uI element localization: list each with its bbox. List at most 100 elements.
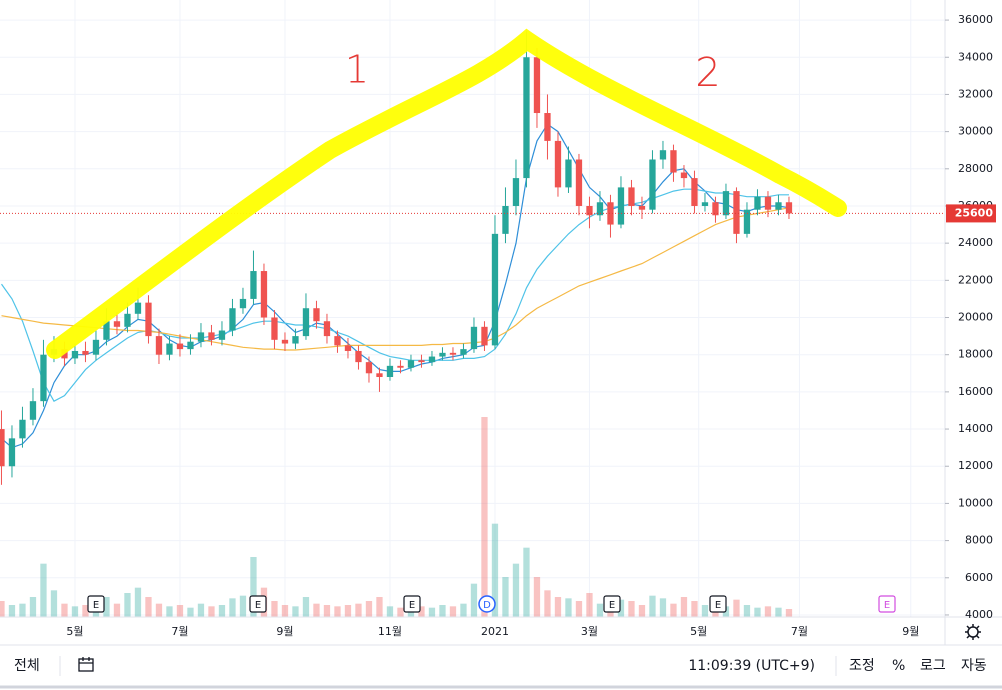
candle-body — [376, 373, 383, 378]
volume-bar — [691, 601, 698, 617]
candle-body — [544, 113, 551, 141]
volume-bar — [166, 606, 173, 617]
candle-body — [19, 419, 26, 439]
volume-bar — [638, 605, 646, 617]
volume-bar — [785, 609, 793, 617]
candle-body — [449, 352, 457, 355]
candle-body — [82, 350, 89, 355]
volume-bar — [355, 603, 362, 617]
y-tick-label: 12000 — [958, 459, 993, 472]
candle-body — [176, 343, 184, 350]
candle-body — [334, 336, 341, 346]
settings-icon[interactable] — [965, 624, 981, 640]
volume-bar — [554, 597, 562, 617]
event-badge[interactable] — [403, 595, 421, 613]
y-tick-label: 24000 — [958, 236, 993, 249]
volume-bar — [82, 605, 89, 617]
candle-body — [680, 172, 688, 179]
volume-bar — [176, 605, 184, 617]
candle-body — [418, 360, 425, 363]
candle-body — [523, 57, 530, 179]
y-tick-label: 32000 — [958, 87, 993, 100]
volume-bar — [523, 547, 530, 617]
annotation: 2 — [695, 50, 720, 96]
event-badge[interactable] — [878, 595, 896, 613]
y-tick-label: 30000 — [958, 125, 993, 138]
volume-bar — [313, 603, 320, 617]
candle-body — [743, 209, 751, 234]
volume-bar — [701, 605, 709, 617]
event-badge[interactable] — [478, 595, 496, 613]
icon-detail — [79, 657, 93, 664]
moving-average — [1, 188, 789, 403]
volume-bar — [470, 583, 478, 617]
event-badge[interactable] — [87, 595, 105, 613]
candle-body — [659, 150, 667, 160]
volume-bar — [743, 605, 751, 617]
candle-body — [8, 438, 16, 467]
candle-body — [512, 178, 520, 206]
x-tick-label: 11월 — [378, 625, 402, 638]
volume-bar — [376, 597, 383, 617]
auto-button[interactable]: 자동 — [961, 658, 987, 674]
y-tick-label: 14000 — [958, 422, 993, 435]
event-badge[interactable] — [603, 595, 621, 613]
candle-body — [785, 202, 793, 214]
volume-bar — [670, 603, 677, 617]
volume-bar — [659, 598, 667, 617]
volume-bar — [565, 598, 572, 617]
percent-button[interactable]: % — [892, 658, 905, 674]
candle-body — [428, 356, 436, 363]
candle-body — [187, 341, 194, 350]
volume-bar — [481, 417, 488, 617]
volume-bar — [71, 606, 79, 617]
event-badge[interactable] — [709, 595, 727, 613]
event-label: E — [609, 600, 615, 611]
candle-body — [481, 326, 488, 346]
volume-bar — [754, 607, 761, 617]
event-badge[interactable] — [249, 595, 267, 613]
candle-body — [691, 178, 698, 206]
log-button[interactable]: 로그 — [920, 658, 946, 674]
candle-body — [313, 308, 320, 322]
toolbar — [0, 645, 1002, 687]
icon[interactable] — [78, 658, 94, 672]
date-range-icon[interactable] — [78, 657, 94, 672]
candle-body — [470, 326, 478, 350]
candle-body — [533, 57, 541, 114]
volume-bar — [197, 603, 205, 617]
candle-body — [92, 339, 100, 355]
volume-bar — [323, 605, 331, 617]
volume-bar — [386, 606, 394, 617]
candle-body — [344, 345, 352, 351]
adjust-button[interactable]: 조정 — [849, 658, 875, 674]
volume-bar — [155, 603, 163, 617]
volume-bar — [229, 598, 236, 617]
volume-bar — [40, 563, 47, 617]
candle-body — [260, 271, 268, 318]
candle-body — [386, 365, 394, 378]
y-tick-label: 6000 — [965, 571, 993, 584]
candle-body — [124, 313, 131, 327]
range-button[interactable]: 전체 — [14, 658, 40, 674]
volume-bar — [8, 605, 16, 617]
candle-body — [365, 362, 373, 374]
moving-averages — [1, 123, 790, 449]
candle-body — [502, 205, 509, 234]
candle-body — [628, 187, 635, 206]
volume-bar — [775, 607, 782, 617]
volume-bar — [418, 606, 425, 617]
candle-body — [166, 343, 173, 355]
candle-body — [733, 191, 740, 234]
candle-body — [239, 298, 247, 309]
volume-bar — [145, 597, 152, 617]
volume-bar — [544, 590, 551, 617]
volume-bar — [281, 605, 289, 617]
volume-bar — [334, 606, 341, 617]
volume-bar — [512, 563, 520, 617]
candle-body — [271, 317, 278, 340]
moving-average — [1, 207, 790, 351]
candle-body — [218, 330, 226, 340]
volume-bar — [575, 601, 583, 617]
